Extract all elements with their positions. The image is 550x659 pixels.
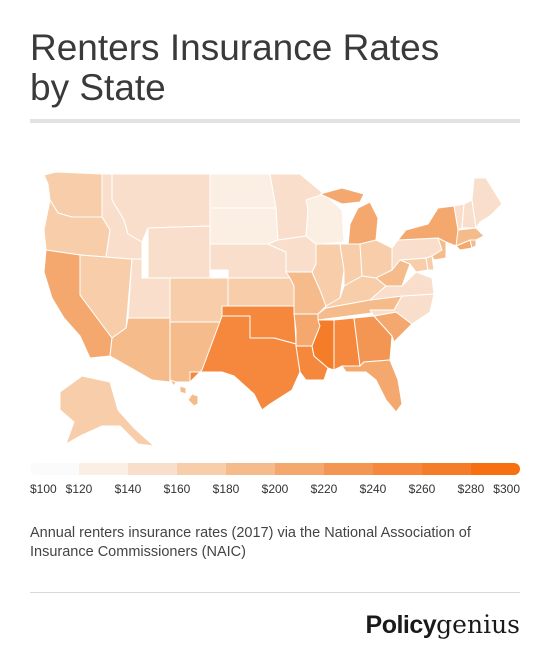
- legend-swatch: [128, 463, 177, 475]
- legend-label: $240: [359, 482, 387, 496]
- footer-divider: [30, 592, 520, 593]
- states-group: [43, 171, 503, 447]
- state-KS: [227, 277, 295, 307]
- state-HI-2: [179, 385, 187, 395]
- logo-part-genius: genius: [436, 610, 520, 639]
- policygenius-logo: Policygenius: [366, 610, 520, 640]
- state-NC: [369, 293, 435, 325]
- legend-color-scale: [30, 463, 520, 475]
- state-HI-1: [187, 393, 199, 407]
- legend-label: $260: [408, 482, 436, 496]
- legend-label: $280: [457, 482, 485, 496]
- state-ND: [209, 173, 277, 209]
- legend-swatch: [324, 463, 373, 475]
- state-WY: [147, 225, 211, 279]
- state-AK: [59, 375, 155, 447]
- legend-label: $300: [493, 482, 520, 496]
- source-caption: Annual renters insurance rates (2017) vi…: [30, 525, 471, 560]
- legend-label: $160: [163, 482, 191, 496]
- legend-swatch: [275, 463, 324, 475]
- logo-part-policy: Policy: [365, 611, 437, 639]
- legend-label: $200: [261, 482, 289, 496]
- state-HI-3: [169, 379, 177, 387]
- state-ME: [471, 177, 503, 229]
- title-divider: [30, 119, 520, 123]
- legend-labels: $100 $120 $140 $160 $180 $200 $220 $240 $260 $280…: [30, 482, 520, 498]
- legend-swatch: [422, 463, 471, 475]
- page-title-line-2: by State: [30, 67, 166, 108]
- legend-swatch: [79, 463, 128, 475]
- state-CO: [169, 277, 229, 323]
- legend-label: $120: [65, 482, 93, 496]
- legend-swatch: [226, 463, 275, 475]
- legend-label: $140: [114, 482, 142, 496]
- legend-swatch: [30, 463, 79, 475]
- legend-swatch: [373, 463, 422, 475]
- us-choropleth-map: [43, 171, 503, 447]
- page-title-line-1: Renters Insurance Rates: [30, 27, 440, 68]
- legend-swatch: [471, 463, 520, 475]
- page-title: Renters Insurance Rates by State: [30, 28, 530, 108]
- state-SD: [209, 207, 279, 245]
- legend-label: $180: [212, 482, 240, 496]
- state-MI-upper: [319, 187, 365, 205]
- legend-label: $100: [30, 482, 57, 496]
- legend-swatch: [177, 463, 226, 475]
- state-NE: [209, 243, 291, 279]
- state-FL: [341, 359, 403, 413]
- legend-label: $220: [310, 482, 338, 496]
- state-TX: [189, 315, 301, 411]
